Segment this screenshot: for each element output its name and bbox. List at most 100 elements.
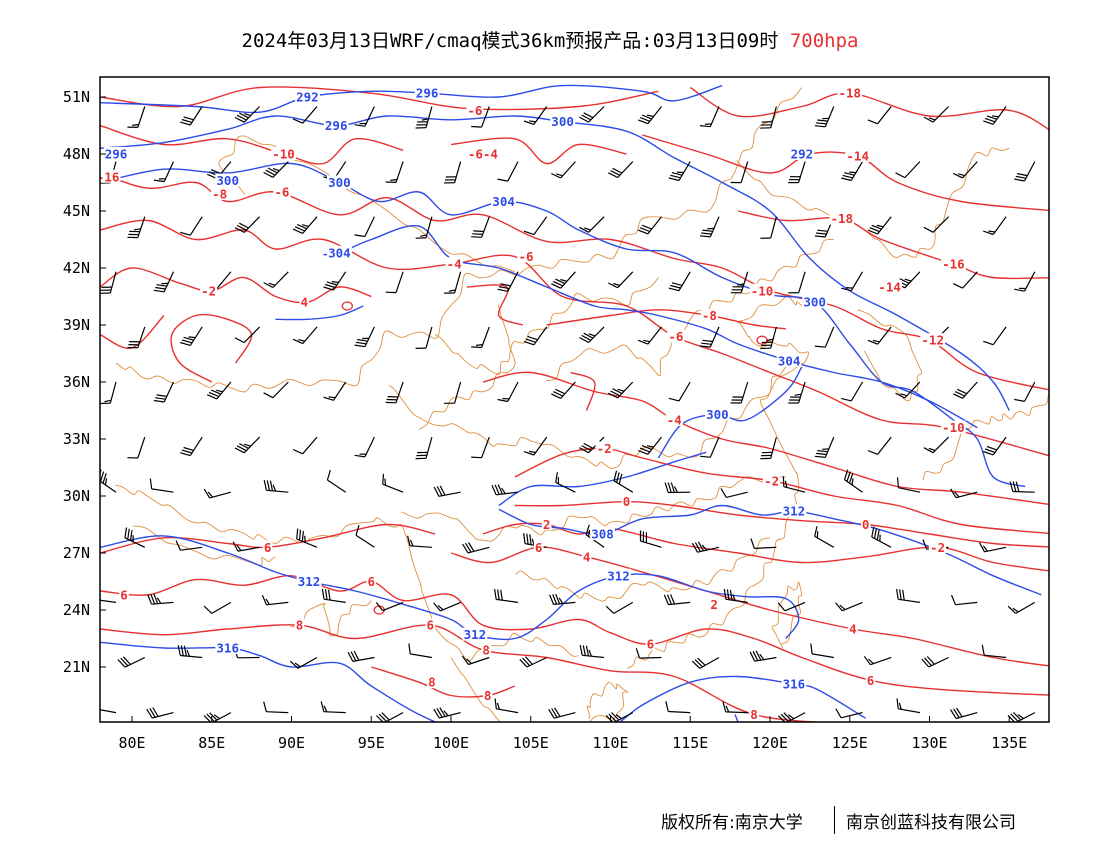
temperature-label-bg — [466, 103, 484, 117]
temperature-contour — [100, 267, 372, 304]
wind-barb — [896, 698, 921, 714]
temperature-label-bg — [427, 675, 437, 689]
wind-barb — [782, 476, 806, 493]
wind-barb — [720, 488, 748, 498]
temperature-label: 6 — [120, 587, 128, 602]
wind-barb — [983, 326, 1007, 346]
temperature-label: 6 — [264, 540, 272, 555]
wind-barb — [117, 656, 146, 668]
temperature-label-bg — [667, 329, 685, 343]
wind-barb — [978, 542, 1007, 553]
wind-barb — [788, 381, 806, 404]
wind-barb — [385, 161, 404, 183]
temperature-contour — [514, 500, 1049, 548]
lat-label: 51N — [63, 88, 90, 106]
wind-barb — [180, 326, 203, 346]
wind-barb — [867, 216, 892, 235]
wind-barb — [433, 601, 461, 612]
wind-barb — [814, 216, 835, 238]
height-label-bg — [296, 574, 322, 588]
wind-barb — [234, 216, 261, 233]
temperature-label: -6 — [668, 329, 683, 344]
height-contour — [657, 366, 803, 459]
wind-barb — [494, 589, 519, 603]
temperature-label-bg — [211, 186, 229, 200]
wind-barb — [923, 436, 950, 454]
wind-barb — [637, 436, 662, 455]
boundary-line — [218, 135, 515, 273]
wind-barb — [760, 326, 777, 350]
wind-barb — [146, 707, 174, 719]
title-main: 2024年03月13日WRF/cmaq模式36km预报产品:03月13日09时 — [241, 30, 779, 52]
wind-barb — [497, 271, 519, 292]
height-label-bg — [802, 295, 828, 309]
wind-barb — [263, 479, 289, 493]
wind-barb — [608, 271, 634, 289]
temperature-label: 4 — [583, 549, 591, 564]
wind-barb — [462, 542, 490, 554]
wind-barb — [408, 643, 432, 659]
temperature-contour — [546, 309, 786, 330]
temperature-label: 6 — [427, 618, 435, 633]
temperature-contour — [450, 546, 1049, 667]
height-label: 308 — [591, 527, 614, 542]
wind-barb — [871, 526, 892, 548]
wind-barb — [385, 381, 404, 404]
wind-barb — [613, 470, 634, 493]
wind-barb — [444, 271, 462, 294]
height-contour — [498, 451, 707, 507]
temperature-label: 2 — [710, 597, 718, 612]
wind-barb — [777, 601, 806, 612]
boundary-line — [545, 239, 834, 382]
boundary-line — [290, 600, 372, 637]
wind-barb — [497, 161, 519, 182]
wind-barb — [149, 478, 174, 493]
wind-barb — [691, 656, 720, 669]
height-label: 296 — [416, 86, 439, 101]
height-contour — [100, 115, 1010, 411]
height-label: 304 — [778, 354, 801, 369]
lon-label: 85E — [198, 734, 225, 752]
height-label-bg — [606, 568, 631, 582]
wind-barb — [788, 161, 806, 184]
wind-barb — [814, 106, 835, 128]
wind-barb — [814, 436, 835, 458]
wind-barb — [691, 541, 720, 553]
height-label: 304 — [492, 194, 515, 209]
height-label: 312 — [464, 627, 487, 642]
wind-barb — [375, 601, 404, 612]
temperature-contour — [371, 666, 516, 698]
height-label-bg — [295, 90, 320, 103]
temperature-label-bg — [119, 587, 129, 601]
height-label-bg — [590, 527, 615, 540]
wind-barb — [292, 106, 318, 124]
boundary-line — [418, 304, 516, 430]
footer-divider — [834, 806, 835, 834]
wind-barb — [124, 527, 146, 548]
wind-barb — [471, 326, 490, 349]
wind-barb — [1014, 271, 1036, 292]
wind-barb — [749, 650, 777, 662]
temperature-contour — [170, 313, 253, 383]
wind-barb — [263, 271, 289, 289]
wind-barb — [471, 106, 490, 128]
copyright-text: 版权所有:南京大学 — [661, 813, 803, 833]
temperature-label: -10 — [272, 147, 295, 162]
wind-barb — [471, 436, 490, 459]
temperature-label-bg — [100, 169, 121, 183]
wind-barb — [952, 271, 978, 289]
wind-barb — [867, 436, 892, 455]
wind-barb — [1007, 601, 1036, 614]
temperature-contour — [466, 284, 524, 326]
wind-barb — [750, 538, 777, 549]
temperature-label: 8 — [750, 707, 758, 722]
boundary-line — [771, 581, 802, 649]
wind-barb — [491, 484, 519, 496]
height-contour — [734, 714, 739, 722]
temperature-label-bg — [763, 473, 781, 487]
wind-barb — [549, 593, 576, 605]
wind-barb — [867, 326, 892, 345]
wind-barb — [635, 648, 662, 659]
wind-barbs — [100, 106, 1036, 722]
wind-barb — [523, 326, 548, 346]
